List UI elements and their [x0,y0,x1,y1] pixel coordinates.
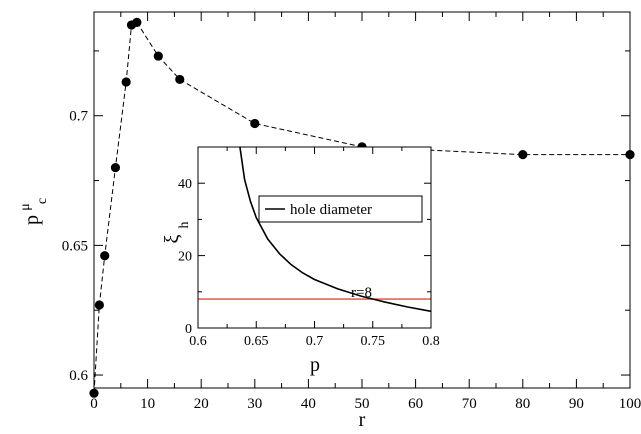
inset-plot-frame [197,146,432,329]
inset-x-tick-label: 0.8 [422,334,440,349]
main-x-axis-label: r [359,409,366,431]
main-x-tick-label: 60 [408,396,423,412]
svg-text:h: h [177,222,192,229]
svg-text:ξ: ξ [161,234,183,243]
main-x-tick-label: 40 [301,396,316,412]
svg-text:μ: μ [18,203,33,211]
main-x-tick-label: 0 [90,396,98,412]
main-x-tick-label: 20 [194,396,209,412]
main-y-tick-label: 0.6 [69,368,88,384]
inset-x-axis-label: p [310,354,320,376]
main-data-point [89,388,99,398]
main-x-tick-label: 30 [247,396,262,412]
inset-annotation: r=8 [351,285,372,301]
svg-text:p: p [21,215,43,225]
main-data-point [175,74,185,85]
inset-axes: 0.6 0.65 0.7 0.75 0.8 0 20 40 [178,146,440,349]
inset-hole-diameter-curve [239,146,432,313]
main-x-tick-label: 10 [140,396,155,412]
main-data-point [94,300,104,310]
main-y-axis-label: p μ c [18,198,50,225]
inset-series [198,146,432,313]
main-x-tick-label: 100 [619,396,641,412]
main-chart: 0 10 20 30 40 50 60 70 80 90 100 0.6 0.65 0.7 r p μ c [18,11,641,431]
main-x-tick-label: 80 [515,396,530,412]
main-x-tick-label: 90 [569,396,584,412]
inset-y-tick-label: 40 [178,177,192,192]
main-data-point [153,51,163,61]
legend-label: hole diameter [290,202,372,218]
svg-text:c: c [35,198,50,204]
main-data-point [100,251,110,261]
main-data-point [132,17,142,27]
main-data-point [110,162,121,173]
main-y-tick-label: 0.7 [69,109,88,125]
inset-background [198,147,431,328]
main-data-point [518,150,528,160]
main-x-tick-label: 50 [355,396,370,412]
legend-box [258,195,423,223]
inset-x-tick-label: 0.6 [189,334,207,349]
main-axes: 0 10 20 30 40 50 60 70 80 90 100 0.6 0.65 0.7 [62,12,641,412]
inset-y-axis-label: ξ h [161,222,192,244]
main-data-point [625,150,635,160]
inset-y-tick-label: 20 [178,250,192,265]
inset-x-tick-label: 0.65 [244,334,269,349]
inset-chart: 0.6 0.65 0.7 0.75 0.8 0 20 40 hole diameter r=8… [161,146,440,376]
inset-x-tick-label: 0.75 [361,334,386,349]
inset-y-tick-label: 0 [185,322,192,337]
main-x-tick-label: 70 [462,396,477,412]
main-y-tick-label: 0.65 [62,238,88,254]
inset-x-tick-label: 0.7 [306,334,324,349]
main-data-point [121,77,131,87]
inset-legend: hole diameter [258,195,423,223]
main-data-point [250,118,260,129]
